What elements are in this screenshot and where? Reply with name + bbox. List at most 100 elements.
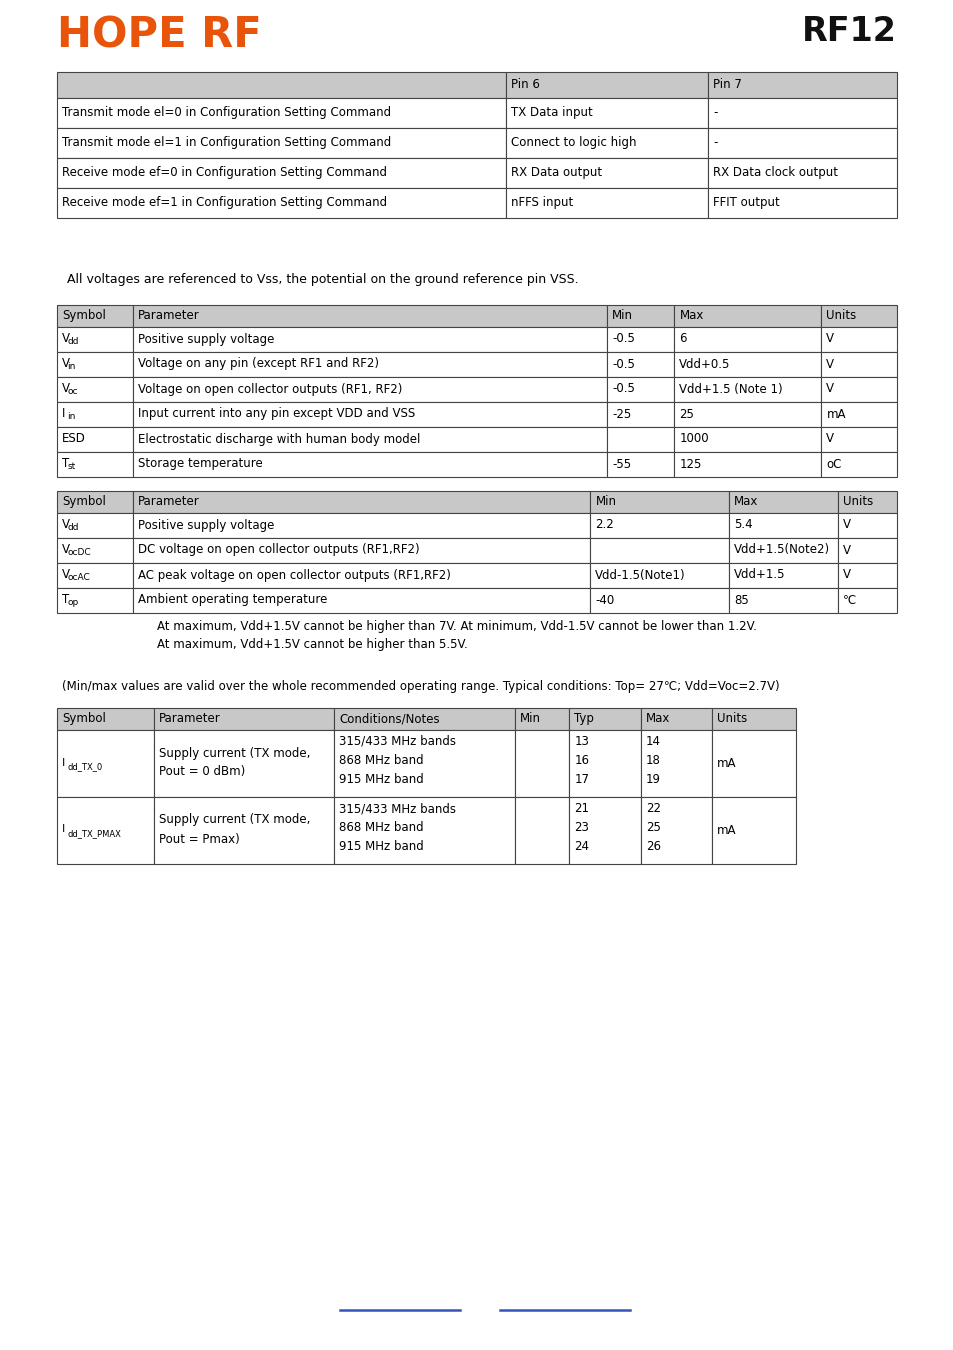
Text: V: V <box>825 432 834 446</box>
Bar <box>838 589 896 613</box>
Text: T: T <box>62 593 70 606</box>
Text: -25: -25 <box>612 408 631 420</box>
Bar <box>590 563 728 589</box>
Bar <box>506 99 707 128</box>
Text: V: V <box>62 568 70 580</box>
Bar <box>57 491 132 513</box>
Text: dd_TX_PMAX: dd_TX_PMAX <box>68 829 121 838</box>
Text: 6: 6 <box>679 332 686 346</box>
Text: AC peak voltage on open collector outputs (RF1,RF2): AC peak voltage on open collector output… <box>137 568 450 582</box>
Bar <box>569 730 640 796</box>
Text: 915 MHz band: 915 MHz band <box>339 840 423 853</box>
Bar <box>132 491 590 513</box>
Bar <box>57 427 132 452</box>
Text: 868 MHz band: 868 MHz band <box>339 821 423 834</box>
Bar <box>132 563 590 589</box>
Text: Transmit mode el=1 in Configuration Setting Command: Transmit mode el=1 in Configuration Sett… <box>62 136 391 148</box>
Text: Vdd+1.5(Note2): Vdd+1.5(Note2) <box>733 544 829 556</box>
Text: Symbol: Symbol <box>62 495 106 508</box>
Text: V: V <box>842 518 850 532</box>
Bar <box>334 796 515 864</box>
Text: 915 MHz band: 915 MHz band <box>339 774 423 786</box>
Bar <box>153 707 334 730</box>
Text: dd_TX_0: dd_TX_0 <box>68 761 103 771</box>
Text: I: I <box>62 757 65 768</box>
Text: op: op <box>68 598 79 608</box>
Bar <box>674 327 821 352</box>
Text: V: V <box>842 544 850 556</box>
Bar <box>132 513 590 539</box>
Text: 315/433 MHz bands: 315/433 MHz bands <box>339 734 456 748</box>
Text: 25: 25 <box>645 821 660 834</box>
Bar <box>57 452 132 477</box>
Bar <box>57 402 132 427</box>
Bar <box>707 158 896 188</box>
Text: Max: Max <box>733 495 758 508</box>
Bar <box>506 158 707 188</box>
Bar <box>712 796 796 864</box>
Bar <box>821 402 896 427</box>
Text: Input current into any pin except VDD and VSS: Input current into any pin except VDD an… <box>137 408 415 420</box>
Bar <box>590 539 728 563</box>
Text: At maximum, Vdd+1.5V cannot be higher than 7V. At minimum, Vdd-1.5V cannot be lo: At maximum, Vdd+1.5V cannot be higher th… <box>157 620 756 633</box>
Text: Typ: Typ <box>574 711 594 725</box>
Bar <box>728 491 838 513</box>
Bar <box>606 352 674 377</box>
Text: -0.5: -0.5 <box>612 358 635 370</box>
Bar <box>57 352 132 377</box>
Bar <box>57 305 132 327</box>
Bar <box>334 707 515 730</box>
Bar <box>838 491 896 513</box>
Bar <box>707 99 896 128</box>
Bar <box>569 707 640 730</box>
Text: V: V <box>62 518 70 531</box>
Text: Transmit mode el=0 in Configuration Setting Command: Transmit mode el=0 in Configuration Sett… <box>62 107 391 119</box>
Text: ESD: ESD <box>62 432 86 446</box>
Bar <box>640 730 712 796</box>
Text: 22: 22 <box>645 802 660 815</box>
Text: Electrostatic discharge with human body model: Electrostatic discharge with human body … <box>137 432 419 446</box>
Bar <box>132 452 606 477</box>
Text: RF12: RF12 <box>801 15 896 49</box>
Bar <box>838 539 896 563</box>
Text: ocDC: ocDC <box>68 548 91 558</box>
Bar <box>515 730 569 796</box>
Text: st: st <box>68 462 75 471</box>
Text: in: in <box>68 362 76 371</box>
Bar <box>606 452 674 477</box>
Bar <box>606 377 674 402</box>
Bar <box>728 513 838 539</box>
Text: Min: Min <box>519 711 540 725</box>
Text: V: V <box>825 382 834 396</box>
Text: Supply current (TX mode,: Supply current (TX mode, <box>158 747 310 760</box>
Bar <box>674 402 821 427</box>
Text: Voltage on open collector outputs (RF1, RF2): Voltage on open collector outputs (RF1, … <box>137 382 401 396</box>
Bar <box>515 796 569 864</box>
Bar <box>57 707 153 730</box>
Text: ℃: ℃ <box>842 594 856 606</box>
Bar <box>506 188 707 217</box>
Text: 125: 125 <box>679 458 701 471</box>
Text: Max: Max <box>645 711 669 725</box>
Bar <box>728 589 838 613</box>
Bar <box>57 128 506 158</box>
Text: -: - <box>712 136 717 148</box>
Text: Vdd+1.5: Vdd+1.5 <box>733 568 784 582</box>
Text: 18: 18 <box>645 755 660 767</box>
Text: 85: 85 <box>733 594 748 606</box>
Bar <box>674 377 821 402</box>
Text: ocAC: ocAC <box>68 572 91 582</box>
Text: mA: mA <box>717 824 736 837</box>
Text: TX Data input: TX Data input <box>511 107 593 119</box>
Text: Parameter: Parameter <box>137 495 199 508</box>
Bar <box>640 707 712 730</box>
Text: mA: mA <box>825 408 845 420</box>
Text: V: V <box>842 568 850 582</box>
Text: I: I <box>62 406 66 420</box>
Bar <box>57 513 132 539</box>
Bar <box>821 452 896 477</box>
Text: Max: Max <box>679 309 703 323</box>
Text: Pout = 0 dBm): Pout = 0 dBm) <box>158 765 245 779</box>
Bar <box>712 707 796 730</box>
Text: Units: Units <box>825 309 856 323</box>
